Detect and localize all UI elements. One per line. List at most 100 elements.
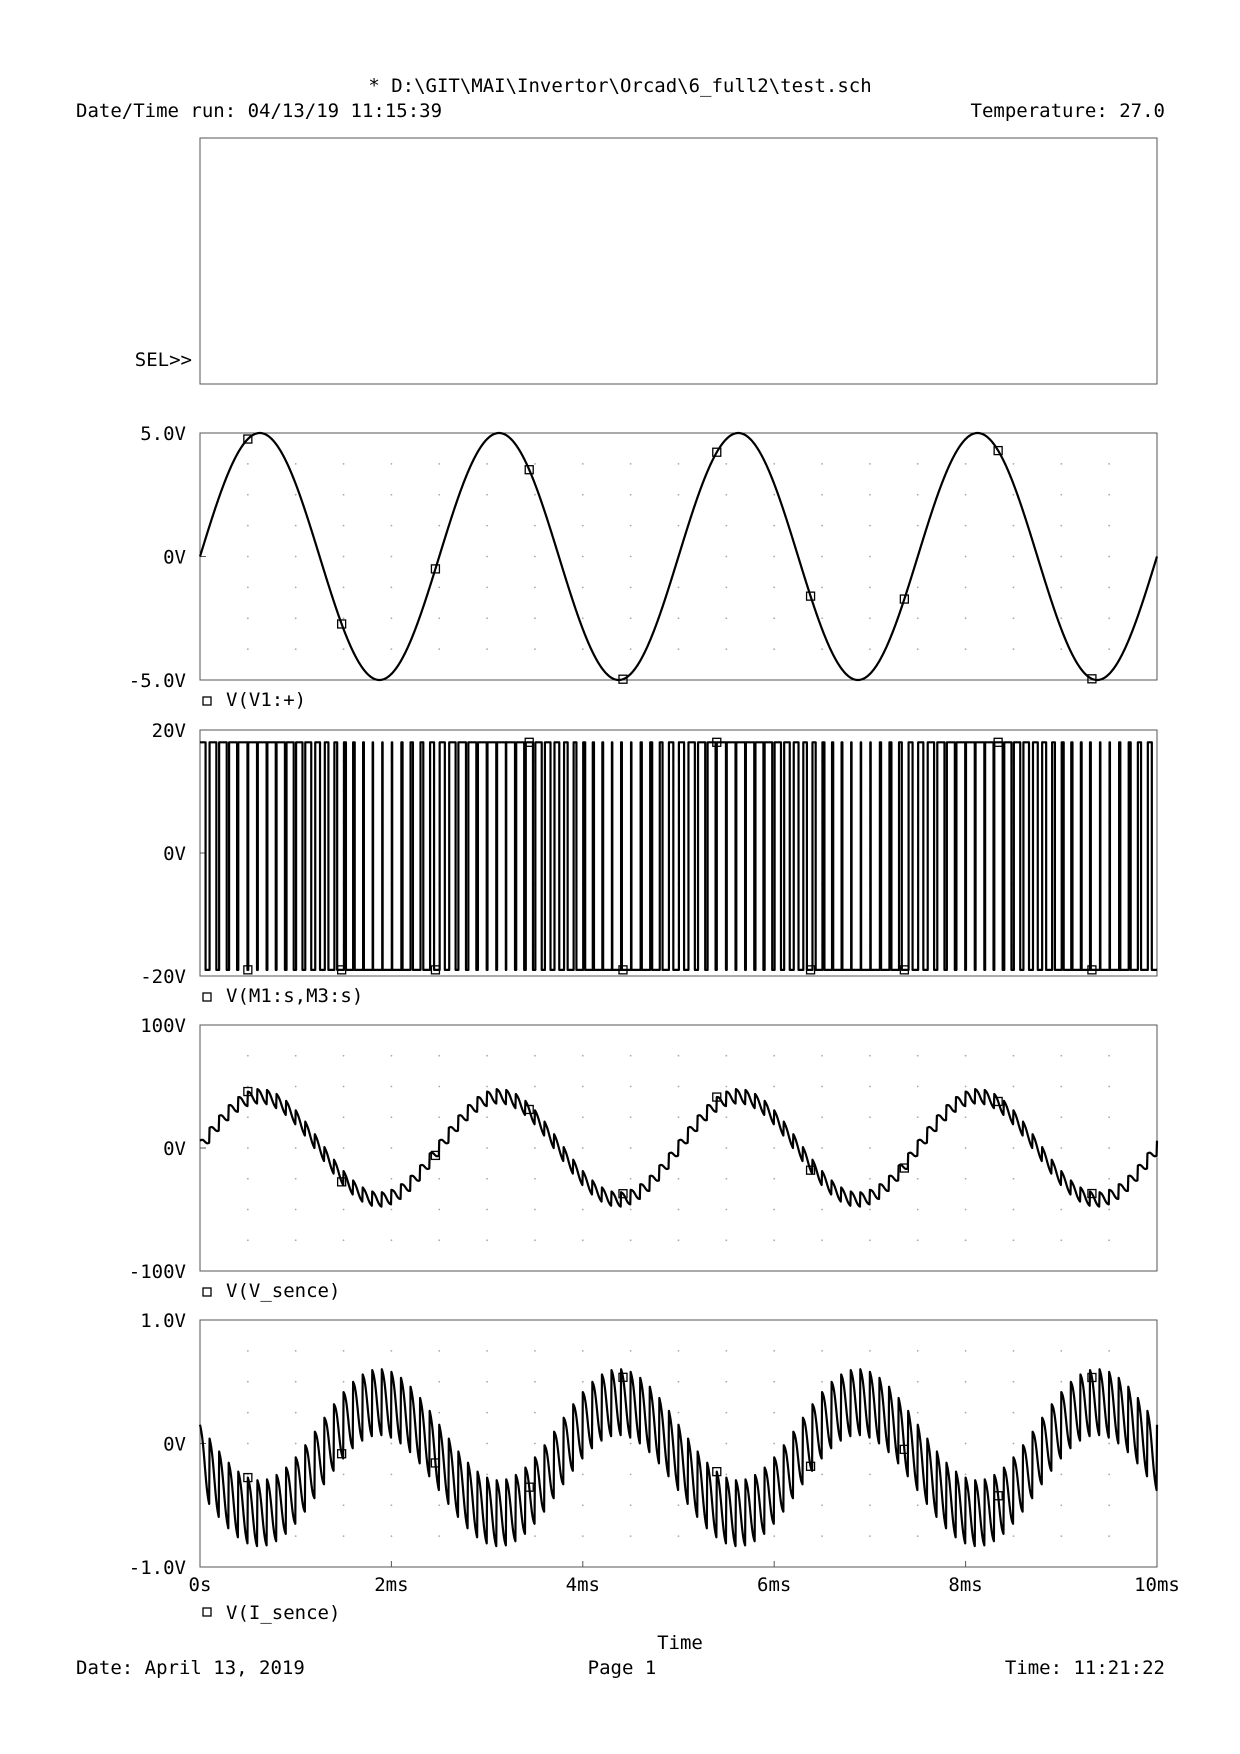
grid-dot (629, 555, 632, 558)
grid-dot (725, 1411, 728, 1414)
grid-dot (725, 1349, 728, 1352)
grid-dot (1060, 524, 1063, 527)
grid-dot (486, 1177, 488, 1180)
grid-dot (1060, 1208, 1063, 1211)
grid-dot (916, 1504, 919, 1507)
grid-dot (1108, 648, 1111, 651)
plot-panel-5: 1.0V 0V -1.0V V(I_sence) 0s 2ms 4ms 6ms 8ms 10ms T… (129, 1310, 1180, 1654)
grid-dot (869, 462, 871, 465)
x-tick-label: 0s (189, 1574, 212, 1596)
grid-dot (677, 1054, 680, 1057)
grid-dot (725, 493, 728, 496)
y-tick-label: -1.0V (129, 1557, 186, 1579)
grid-dot (773, 1535, 776, 1538)
y-tick-label: 0V (163, 843, 186, 865)
grid-dot (869, 1147, 871, 1149)
grid-dot (390, 1085, 393, 1088)
trace-marker (805, 965, 816, 975)
trace-marker (430, 1150, 441, 1161)
grid-dot (869, 1054, 871, 1057)
grid-dot (869, 1239, 871, 1242)
trace-marker (618, 1189, 628, 1199)
grid-dot (916, 1349, 919, 1352)
grid-dot (390, 1054, 393, 1057)
grid-dot (581, 1380, 584, 1383)
grid-dot (1060, 1085, 1063, 1088)
grid-dot (821, 493, 823, 496)
trace-marker (805, 1165, 816, 1175)
grid-dot (438, 1239, 441, 1242)
run-datetime: Date/Time run: 04/13/19 11:15:39 (76, 100, 442, 122)
grid-dot (773, 1177, 776, 1180)
legend-label: V(M1:s,M3:s) (226, 985, 363, 1007)
grid-dot (677, 1380, 680, 1383)
grid-dot (916, 1177, 919, 1180)
grid-dot (964, 648, 967, 651)
grid-dot (869, 1473, 871, 1476)
trace-marker (524, 465, 534, 475)
grid-dot (581, 555, 584, 558)
grid-dot (294, 1239, 297, 1242)
grid-dot (294, 648, 297, 651)
grid-dot (438, 1411, 441, 1414)
grid-dot (438, 648, 441, 651)
grid-dot (438, 493, 441, 496)
grid-dot (773, 617, 776, 620)
grid-dot (534, 1442, 536, 1445)
grid-dot (390, 617, 393, 620)
trace-marker (243, 965, 253, 975)
footer-page: Page 1 (588, 1657, 657, 1679)
grid-dot (294, 493, 297, 496)
grid-dot (294, 1177, 297, 1180)
grid-dot (821, 1380, 823, 1383)
grid-dot (438, 1349, 441, 1352)
grid-dot (1108, 493, 1111, 496)
grid-dot (1108, 1239, 1111, 1242)
grid-dot (390, 462, 393, 465)
grid-dot (916, 1085, 919, 1088)
grid-dot (438, 524, 441, 527)
grid-dot (773, 648, 776, 651)
grid-dot (964, 1349, 967, 1352)
grid-dot (916, 1535, 919, 1538)
trace-marker (899, 965, 910, 975)
x-tick-label: 2ms (374, 1574, 408, 1596)
grid-dot (534, 1147, 536, 1149)
grid-dot (486, 1380, 488, 1383)
grid-dot (390, 1349, 393, 1352)
grid-dot (773, 493, 776, 496)
grid-dot (916, 493, 919, 496)
trace-marker (712, 1092, 722, 1102)
grid-dot (821, 1085, 823, 1088)
grid-dot (342, 462, 345, 465)
trace-marker (899, 594, 910, 604)
grid-dot (1108, 1208, 1111, 1211)
grid-dot (438, 1177, 441, 1180)
grid-dot (773, 1239, 776, 1242)
grid-dot (486, 462, 488, 465)
grid-dot (629, 1473, 632, 1476)
grid-dot (1012, 586, 1015, 589)
grid-dot (390, 493, 393, 496)
grid-dot (534, 1054, 536, 1057)
grid-dot (677, 1411, 680, 1414)
grid-dot (869, 1085, 871, 1088)
temperature: Temperature: 27.0 (971, 100, 1165, 122)
grid-dot (534, 1380, 536, 1383)
plot-panel-2: 5.0V 0V -5.0V V(V1:+) (129, 423, 1159, 711)
grid-dot (677, 648, 680, 651)
grid-dot (677, 1208, 680, 1211)
grid-dot (438, 1535, 441, 1538)
grid-dot (629, 1085, 632, 1088)
grid-dot (534, 1411, 536, 1414)
grid-dot (725, 1085, 728, 1088)
trace-marker (430, 1458, 441, 1468)
grid-dot (246, 1147, 249, 1149)
grid-dot (246, 493, 249, 496)
grid-dot (486, 586, 488, 589)
grid-dot (1108, 617, 1111, 620)
grid-dot (821, 1208, 823, 1211)
trace-series (198, 1368, 1159, 1548)
grid-dot (1012, 1085, 1015, 1088)
grid-dot (342, 648, 345, 651)
